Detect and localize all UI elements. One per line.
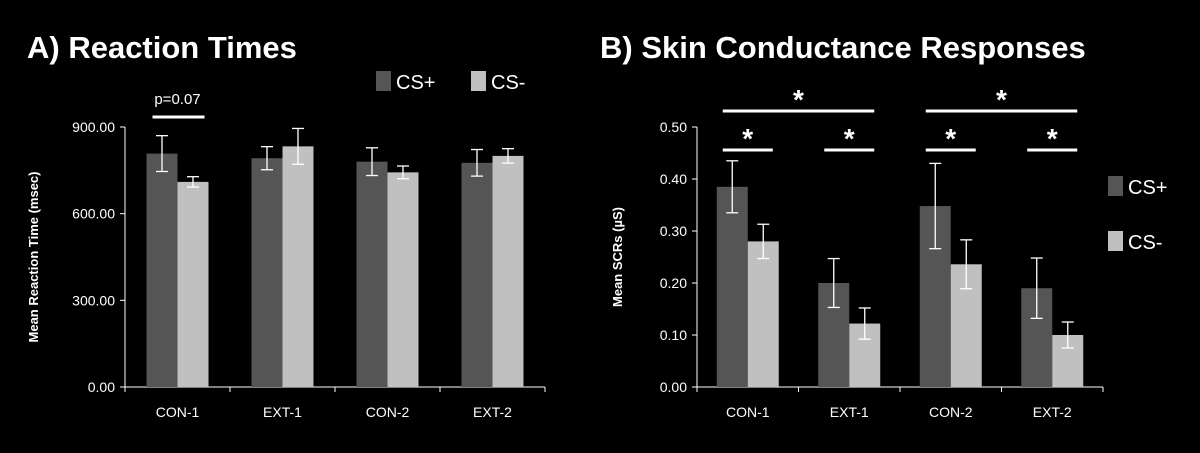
- chart-b-x-tick-label: EXT-2: [1033, 404, 1072, 420]
- chart-a-legend-label: CS+: [396, 72, 435, 94]
- chart-b-legend-label: CS-: [1128, 232, 1162, 254]
- chart-b-y-tick-label: 0.20: [660, 275, 687, 291]
- chart-a-legend-swatch: [376, 71, 391, 91]
- chart-a-x-tick-label: CON-1: [156, 404, 200, 420]
- chart-a-bar-csplus: [146, 153, 178, 387]
- chart-b-legend-swatch: [1108, 231, 1123, 251]
- chart-a-x-tick-label: EXT-1: [263, 404, 302, 420]
- chart-b-significance-star: *: [945, 123, 956, 154]
- chart-a-y-tick-label: 300.00: [72, 292, 115, 308]
- chart-b-significance-star: *: [996, 84, 1007, 115]
- chart-b-significance-star: *: [844, 123, 855, 154]
- chart-a-title: A) Reaction Times: [27, 30, 297, 65]
- chart-a-bar-csplus: [461, 162, 493, 387]
- chart-a-bar-csminus: [282, 146, 314, 387]
- chart-b-y-axis-label: Mean SCRs (µS): [610, 207, 625, 307]
- chart-a-bar-csminus: [492, 155, 524, 387]
- chart-b-x-tick-label: EXT-1: [830, 404, 869, 420]
- chart-b-significance-star: *: [742, 123, 753, 154]
- chart-b-y-tick-label: 0.10: [660, 327, 687, 343]
- chart-a-x-tick-label: EXT-2: [473, 404, 512, 420]
- chart-b-bar-csminus: [747, 241, 779, 387]
- chart-a-y-tick-label: 900.00: [72, 119, 115, 135]
- chart-a-x-tick-label: CON-2: [366, 404, 410, 420]
- chart-a-bar-csplus: [251, 158, 283, 387]
- chart-a-bar-csminus: [177, 181, 209, 387]
- chart-a-bar-csplus: [356, 161, 388, 387]
- chart-b-significance-star: *: [793, 84, 804, 115]
- chart-a-bar-csminus: [387, 172, 419, 387]
- chart-b-legend-swatch: [1108, 176, 1123, 196]
- chart-a-annotation: p=0.07: [154, 91, 200, 108]
- chart-b-bar-csplus: [716, 186, 748, 387]
- chart-b-y-tick-label: 0.50: [660, 119, 687, 135]
- chart-b-title: B) Skin Conductance Responses: [600, 30, 1086, 65]
- chart-a-y-axis-label: Mean Reaction Time (msec): [26, 172, 41, 343]
- chart-b-y-tick-label: 0.40: [660, 171, 687, 187]
- chart-a-legend-label: CS-: [491, 72, 525, 94]
- chart-b-significance-star: *: [1047, 123, 1058, 154]
- chart-b-y-tick-label: 0.00: [660, 379, 687, 395]
- chart-b-x-tick-label: CON-2: [929, 404, 973, 420]
- chart-a-legend-swatch: [471, 71, 486, 91]
- chart-b-legend-label: CS+: [1128, 177, 1167, 199]
- chart-b-x-tick-label: CON-1: [726, 404, 770, 420]
- chart-a-y-tick-label: 600.00: [72, 206, 115, 222]
- chart-b-y-tick-label: 0.30: [660, 223, 687, 239]
- chart-a-y-tick-label: 0.00: [88, 379, 115, 395]
